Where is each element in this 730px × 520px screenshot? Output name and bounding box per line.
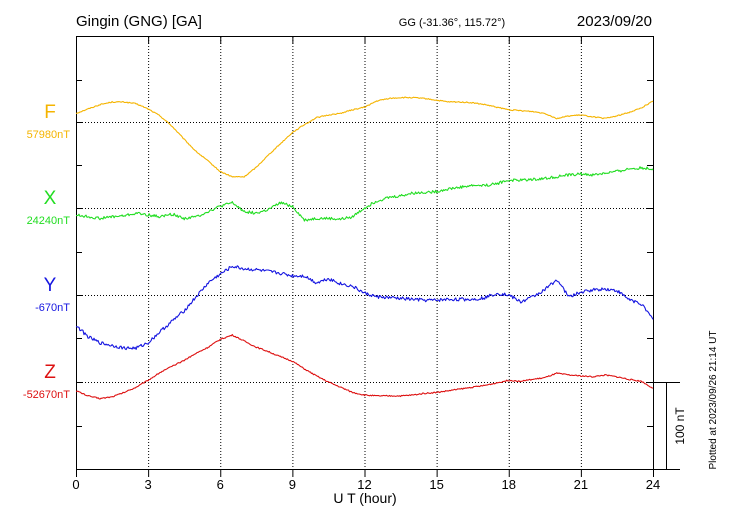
chart-date: 2023/09/20 bbox=[577, 13, 652, 30]
trace-x bbox=[76, 166, 654, 222]
series-name-x: X bbox=[44, 188, 57, 209]
x-axis-label: U T (hour) bbox=[333, 490, 396, 506]
series-name-f: F bbox=[44, 102, 56, 123]
trace-y bbox=[75, 265, 654, 351]
plotted-timestamp: Plotted at 2023/09/26 21:14 UT bbox=[708, 331, 719, 470]
x-tick-label: 0 bbox=[72, 477, 79, 492]
x-tick-label: 6 bbox=[217, 477, 224, 492]
scale-bar: 100 nT bbox=[654, 382, 687, 470]
baseline-label-x: 24240nT bbox=[27, 215, 71, 227]
baseline-label-z: -52670nT bbox=[23, 389, 70, 401]
baseline-label-f: 57980nT bbox=[27, 129, 71, 141]
station-coordinates: GG (-31.36°, 115.72°) bbox=[399, 17, 505, 29]
x-tick-label: 18 bbox=[502, 477, 516, 492]
series-name-y: Y bbox=[44, 275, 57, 296]
scale-bar-label: 100 nT bbox=[673, 407, 687, 445]
trace-f bbox=[75, 96, 654, 178]
trace-z bbox=[75, 333, 654, 400]
x-tick-label: 21 bbox=[574, 477, 588, 492]
x-tick-label: 9 bbox=[289, 477, 296, 492]
series-name-z: Z bbox=[44, 362, 56, 383]
x-tick-label: 15 bbox=[429, 477, 443, 492]
station-title: Gingin (GNG) [GA] bbox=[76, 13, 202, 30]
x-tick-label: 12 bbox=[357, 477, 371, 492]
x-tick-label: 24 bbox=[646, 477, 660, 492]
baseline-label-y: -670nT bbox=[35, 302, 70, 314]
x-tick-label: 3 bbox=[145, 477, 152, 492]
